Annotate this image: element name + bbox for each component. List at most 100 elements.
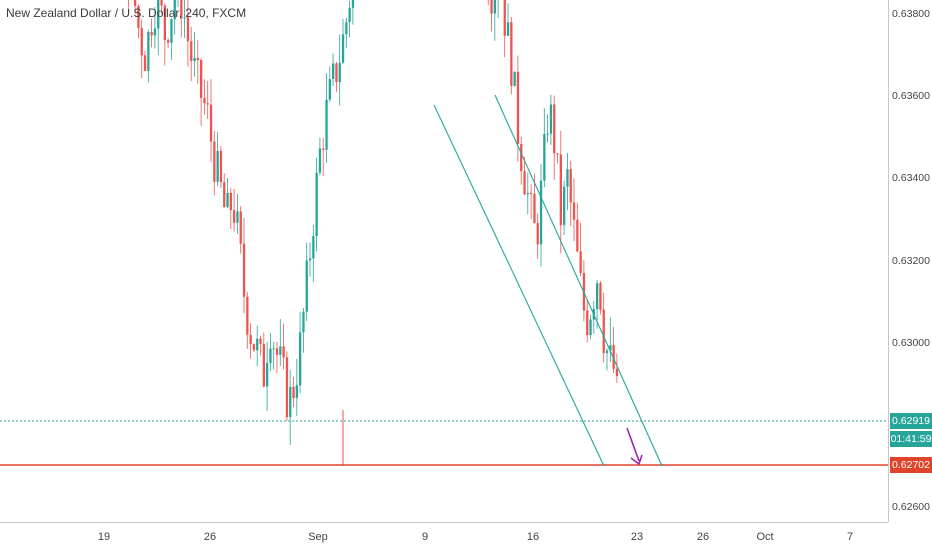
- candle-body: [553, 104, 556, 154]
- candle-body: [612, 345, 615, 369]
- candle-body: [272, 348, 275, 350]
- candle-body: [213, 141, 216, 182]
- candle-body: [490, 0, 493, 14]
- candle-body: [249, 334, 252, 345]
- candle-body: [615, 368, 619, 376]
- channel-lower-line[interactable]: [433, 104, 605, 467]
- time-axis[interactable]: 19 26 Sep 9 16 23 26 Oct 7: [0, 522, 888, 551]
- candle-body: [203, 97, 206, 104]
- candle-body: [242, 243, 246, 297]
- candle-body: [216, 150, 219, 182]
- candle-body: [183, 17, 186, 19]
- candle-body: [299, 332, 302, 386]
- candle-body: [200, 59, 203, 98]
- candle-body: [223, 182, 226, 208]
- candle-body: [282, 346, 285, 358]
- candle-body: [180, 0, 183, 19]
- candle-body: [609, 345, 612, 351]
- time-tick-label: 26: [203, 531, 217, 543]
- down-arrow-icon[interactable]: [626, 427, 640, 462]
- candle-body: [292, 386, 295, 399]
- candle-body: [589, 319, 592, 336]
- candle-body: [190, 41, 193, 61]
- candle-body: [520, 143, 523, 172]
- candle-body: [530, 192, 533, 194]
- candle-body: [325, 99, 328, 150]
- candle-body: [318, 148, 322, 173]
- candle-body: [233, 210, 236, 223]
- candle-body: [328, 79, 331, 100]
- candle-body: [315, 172, 318, 237]
- candle-body: [134, 0, 137, 6]
- candle-body: [322, 148, 325, 150]
- candle-body: [209, 104, 213, 142]
- candle-body: [219, 150, 223, 183]
- candle-body: [196, 57, 199, 60]
- candle-body: [160, 0, 163, 6]
- candle-body: [285, 357, 289, 418]
- candle-body: [173, 0, 176, 20]
- price-tick-label: 0.63200: [892, 254, 930, 267]
- candle-body: [226, 192, 229, 208]
- candle-body: [516, 71, 520, 144]
- candle-body: [140, 28, 143, 56]
- channel-upper-line[interactable]: [494, 94, 663, 467]
- candle-body: [193, 57, 196, 61]
- candle-body: [186, 17, 190, 42]
- candle-body: [275, 348, 279, 355]
- candle-body: [351, 0, 355, 8]
- candle-body: [503, 0, 506, 36]
- candle-body: [229, 192, 232, 211]
- candle-body: [332, 63, 335, 80]
- candle-body: [305, 260, 308, 312]
- countdown-badge: 01:41:59: [890, 431, 932, 447]
- candlestick-chart[interactable]: [0, 0, 888, 522]
- candle-body: [563, 186, 566, 226]
- candle-body: [157, 0, 160, 29]
- candle-body: [526, 192, 529, 195]
- arrow-head-icon: [630, 454, 643, 466]
- chart-area[interactable]: New Zealand Dollar / U.S. Dollar, 240, F…: [0, 0, 888, 522]
- time-tick-label: 19: [97, 531, 111, 543]
- candle-body: [266, 362, 269, 387]
- time-tick-label: 16: [526, 531, 540, 543]
- candle-body: [493, 0, 496, 14]
- time-tick-label: 7: [846, 531, 854, 543]
- candle-body: [153, 28, 157, 36]
- candle-body: [546, 133, 549, 135]
- candle-body: [345, 22, 348, 35]
- candle-body: [341, 34, 345, 63]
- candle-body: [289, 386, 292, 418]
- candle-body: [523, 171, 526, 195]
- candle-body: [147, 31, 150, 71]
- time-tick-label: 23: [630, 531, 644, 543]
- time-tick-label: Oct: [756, 531, 774, 543]
- price-axis[interactable]: 0.648000.646000.644000.642000.640000.638…: [888, 0, 932, 522]
- candle-body: [510, 22, 513, 86]
- candle-body: [506, 22, 510, 36]
- candle-body: [533, 193, 536, 224]
- candle-body: [295, 385, 298, 399]
- candle-body: [279, 346, 282, 355]
- candle-body: [348, 7, 351, 23]
- candle-body: [586, 310, 589, 336]
- candle-body: [137, 5, 140, 29]
- candle-body: [167, 40, 170, 43]
- candle-body: [596, 283, 599, 309]
- candle-body: [170, 19, 173, 43]
- time-tick-label: Sep: [308, 531, 328, 543]
- price-tick-label: 0.63600: [892, 90, 930, 103]
- candle-body: [262, 343, 265, 387]
- support-price-badge: 0.62702: [890, 457, 932, 473]
- candle-body: [572, 202, 576, 220]
- candle-body: [206, 103, 209, 105]
- candle-body: [536, 223, 539, 245]
- candle-body: [252, 344, 256, 351]
- candle-body: [579, 251, 582, 273]
- candle-body: [143, 55, 147, 71]
- candle-body: [302, 311, 305, 333]
- candle-body: [259, 338, 262, 344]
- candle-body: [163, 5, 166, 41]
- symbol-title: New Zealand Dollar / U.S. Dollar, 240, F…: [6, 6, 247, 20]
- last-price-badge: 0.62919: [890, 413, 932, 429]
